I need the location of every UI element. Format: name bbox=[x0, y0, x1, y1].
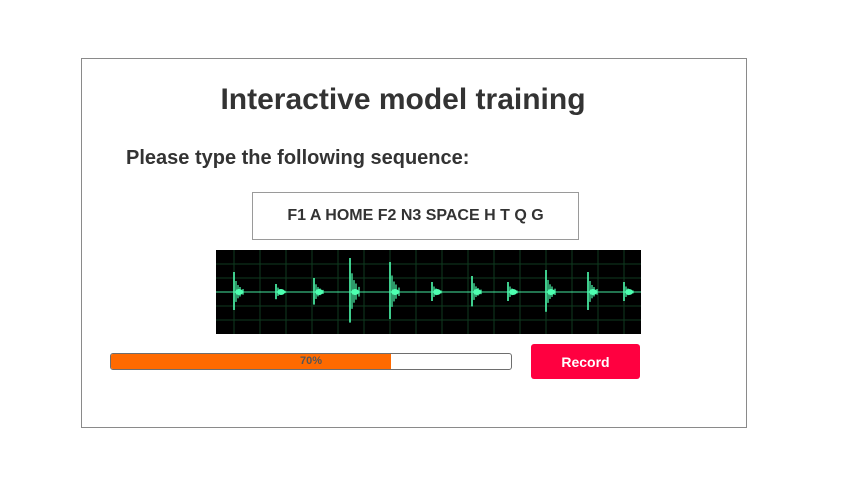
page-title: Interactive model training bbox=[220, 83, 586, 116]
waveform-burst bbox=[471, 276, 482, 307]
progress-fill bbox=[111, 354, 391, 369]
key-sequence-display: F1 A HOME F2 N3 SPACE H T Q G bbox=[252, 192, 579, 240]
training-panel: Interactive model training Please type t… bbox=[81, 58, 747, 428]
waveform-burst bbox=[389, 262, 400, 319]
waveform-burst bbox=[233, 272, 244, 310]
waveform-burst bbox=[623, 282, 634, 301]
record-button[interactable]: Record bbox=[531, 344, 640, 379]
waveform-burst bbox=[507, 282, 518, 301]
progress-percent-label: 70% bbox=[299, 355, 323, 367]
waveform-burst bbox=[313, 278, 324, 305]
waveform-burst bbox=[275, 284, 286, 300]
waveform-burst bbox=[545, 270, 556, 312]
instruction-text: Please type the following sequence: bbox=[126, 147, 470, 169]
waveform-trace bbox=[233, 258, 634, 323]
waveform-burst bbox=[587, 272, 598, 310]
waveform-burst bbox=[349, 258, 360, 323]
waveform-burst bbox=[431, 282, 442, 301]
audio-waveform bbox=[216, 250, 641, 334]
training-progress-bar: 70% bbox=[110, 353, 512, 370]
